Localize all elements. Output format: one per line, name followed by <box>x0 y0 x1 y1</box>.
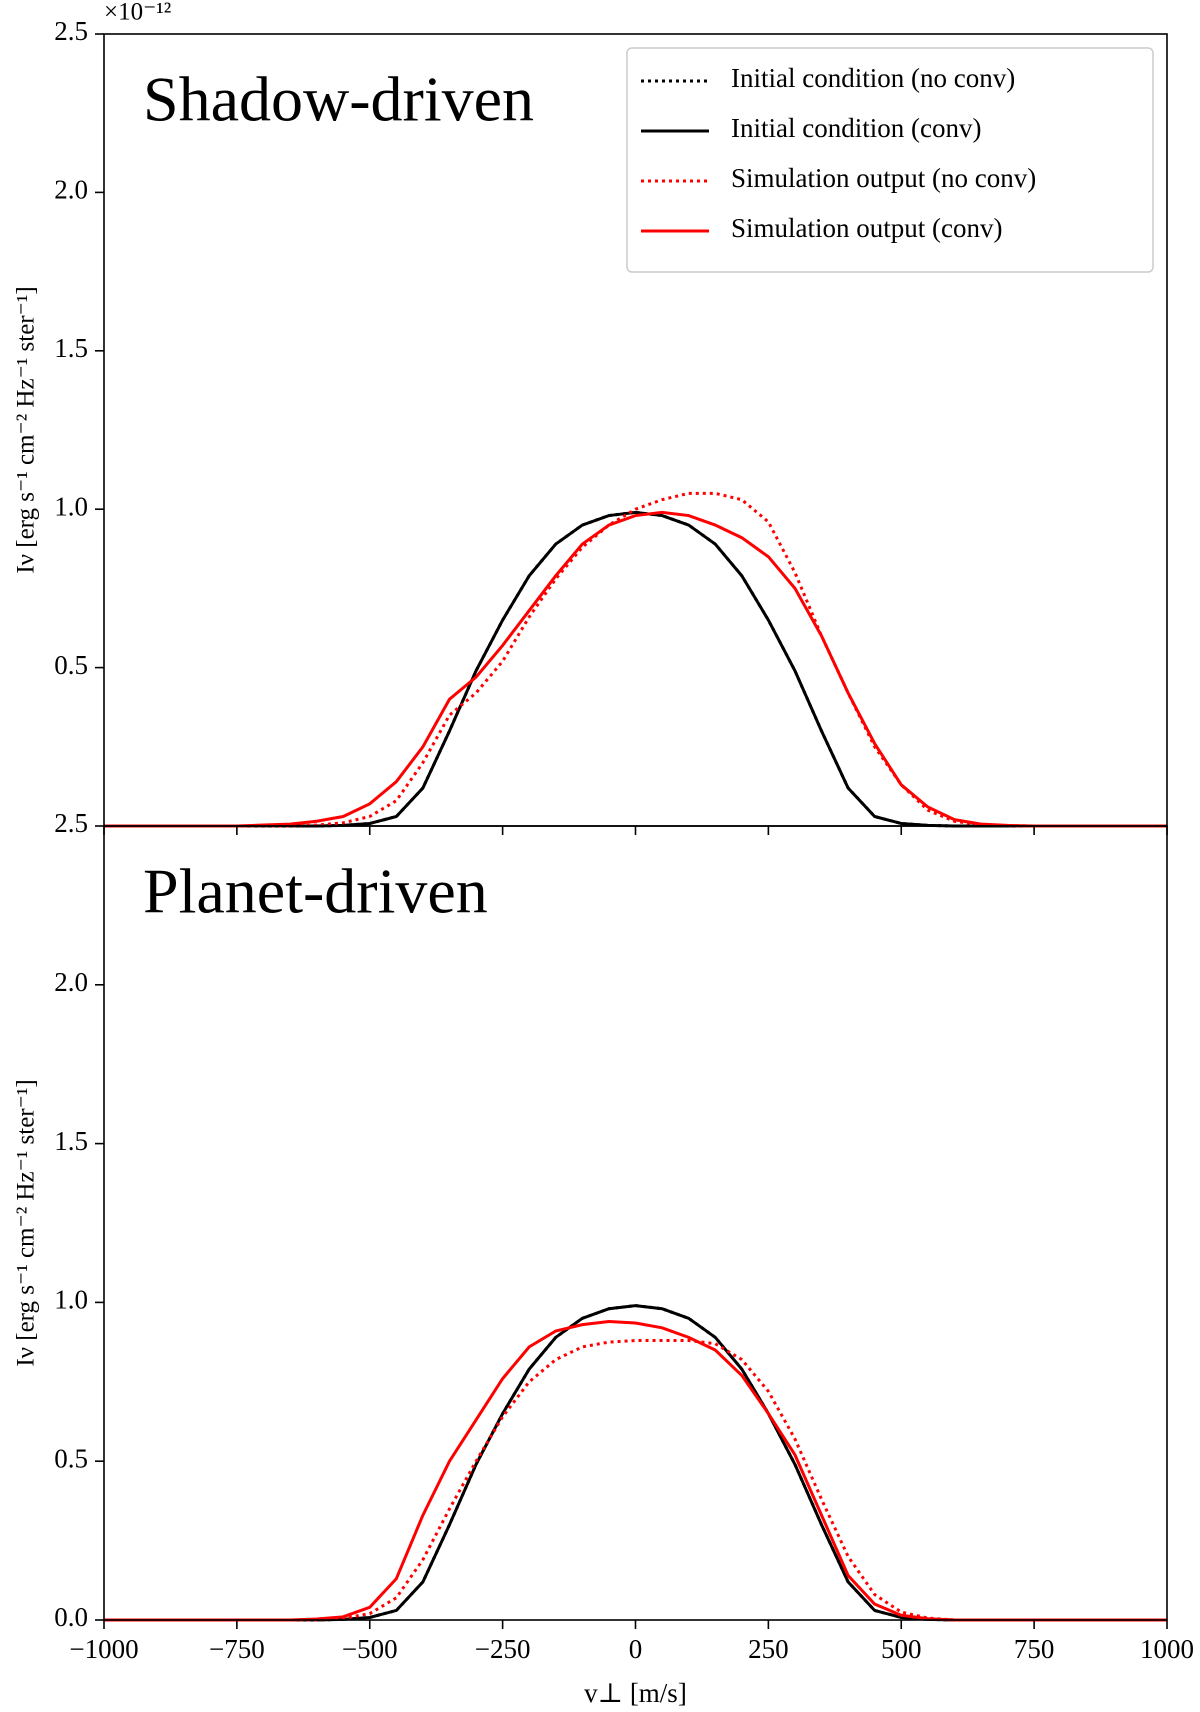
x-tick-label: 500 <box>881 1634 922 1664</box>
data-line <box>104 510 1167 828</box>
data-line <box>104 1304 1167 1622</box>
x-tick-label: −500 <box>342 1634 398 1664</box>
y-tick-label: 2.0 <box>54 967 88 997</box>
x-tick-label: 750 <box>1014 1634 1055 1664</box>
panel-annotation: Planet-driven <box>143 856 488 927</box>
x-tick-label: 0 <box>629 1634 643 1664</box>
data-line <box>104 1319 1167 1622</box>
x-tick-label: −1000 <box>69 1634 138 1664</box>
plot-frame <box>103 825 1168 1621</box>
data-line <box>104 491 1167 828</box>
y-tick-label: 2.5 <box>54 16 88 46</box>
y-tick-label: 1.0 <box>54 491 88 521</box>
data-line <box>104 1304 1167 1622</box>
y-tick-label: 0.5 <box>54 1443 88 1473</box>
y-axis-label: Iν [erg s⁻¹ cm⁻² Hz⁻¹ ster⁻¹] <box>13 286 40 573</box>
y-offset-label: ×10⁻¹² <box>104 0 171 26</box>
y-axis-label: Iν [erg s⁻¹ cm⁻² Hz⁻¹ ster⁻¹] <box>13 1079 40 1366</box>
legend-box <box>626 47 1154 273</box>
x-tick-label: 250 <box>748 1634 789 1664</box>
legend-label: Initial condition (conv) <box>731 113 981 143</box>
data-line <box>104 510 1167 828</box>
x-tick-label: −250 <box>475 1634 531 1664</box>
data-line <box>104 510 1167 828</box>
y-tick-label: 2.0 <box>54 175 88 205</box>
y-tick-label: 1.0 <box>54 1285 88 1315</box>
legend-label: Simulation output (no conv) <box>731 163 1036 193</box>
y-tick-label: 1.5 <box>54 333 88 363</box>
panel-annotation: Shadow-driven <box>143 64 534 135</box>
y-tick-label: 0.5 <box>54 650 88 680</box>
x-tick-label: −750 <box>209 1634 265 1664</box>
y-tick-label: 1.5 <box>54 1126 88 1156</box>
y-tick-label: 0.0 <box>54 1602 88 1632</box>
data-line <box>104 1339 1167 1622</box>
legend-label: Simulation output (conv) <box>731 213 1002 243</box>
legend-label: Initial condition (no conv) <box>731 63 1015 93</box>
x-axis-label: v⊥ [m/s] <box>584 1678 687 1708</box>
x-tick-label: 1000 <box>1140 1634 1194 1664</box>
y-tick-label: 2.5 <box>54 808 88 838</box>
